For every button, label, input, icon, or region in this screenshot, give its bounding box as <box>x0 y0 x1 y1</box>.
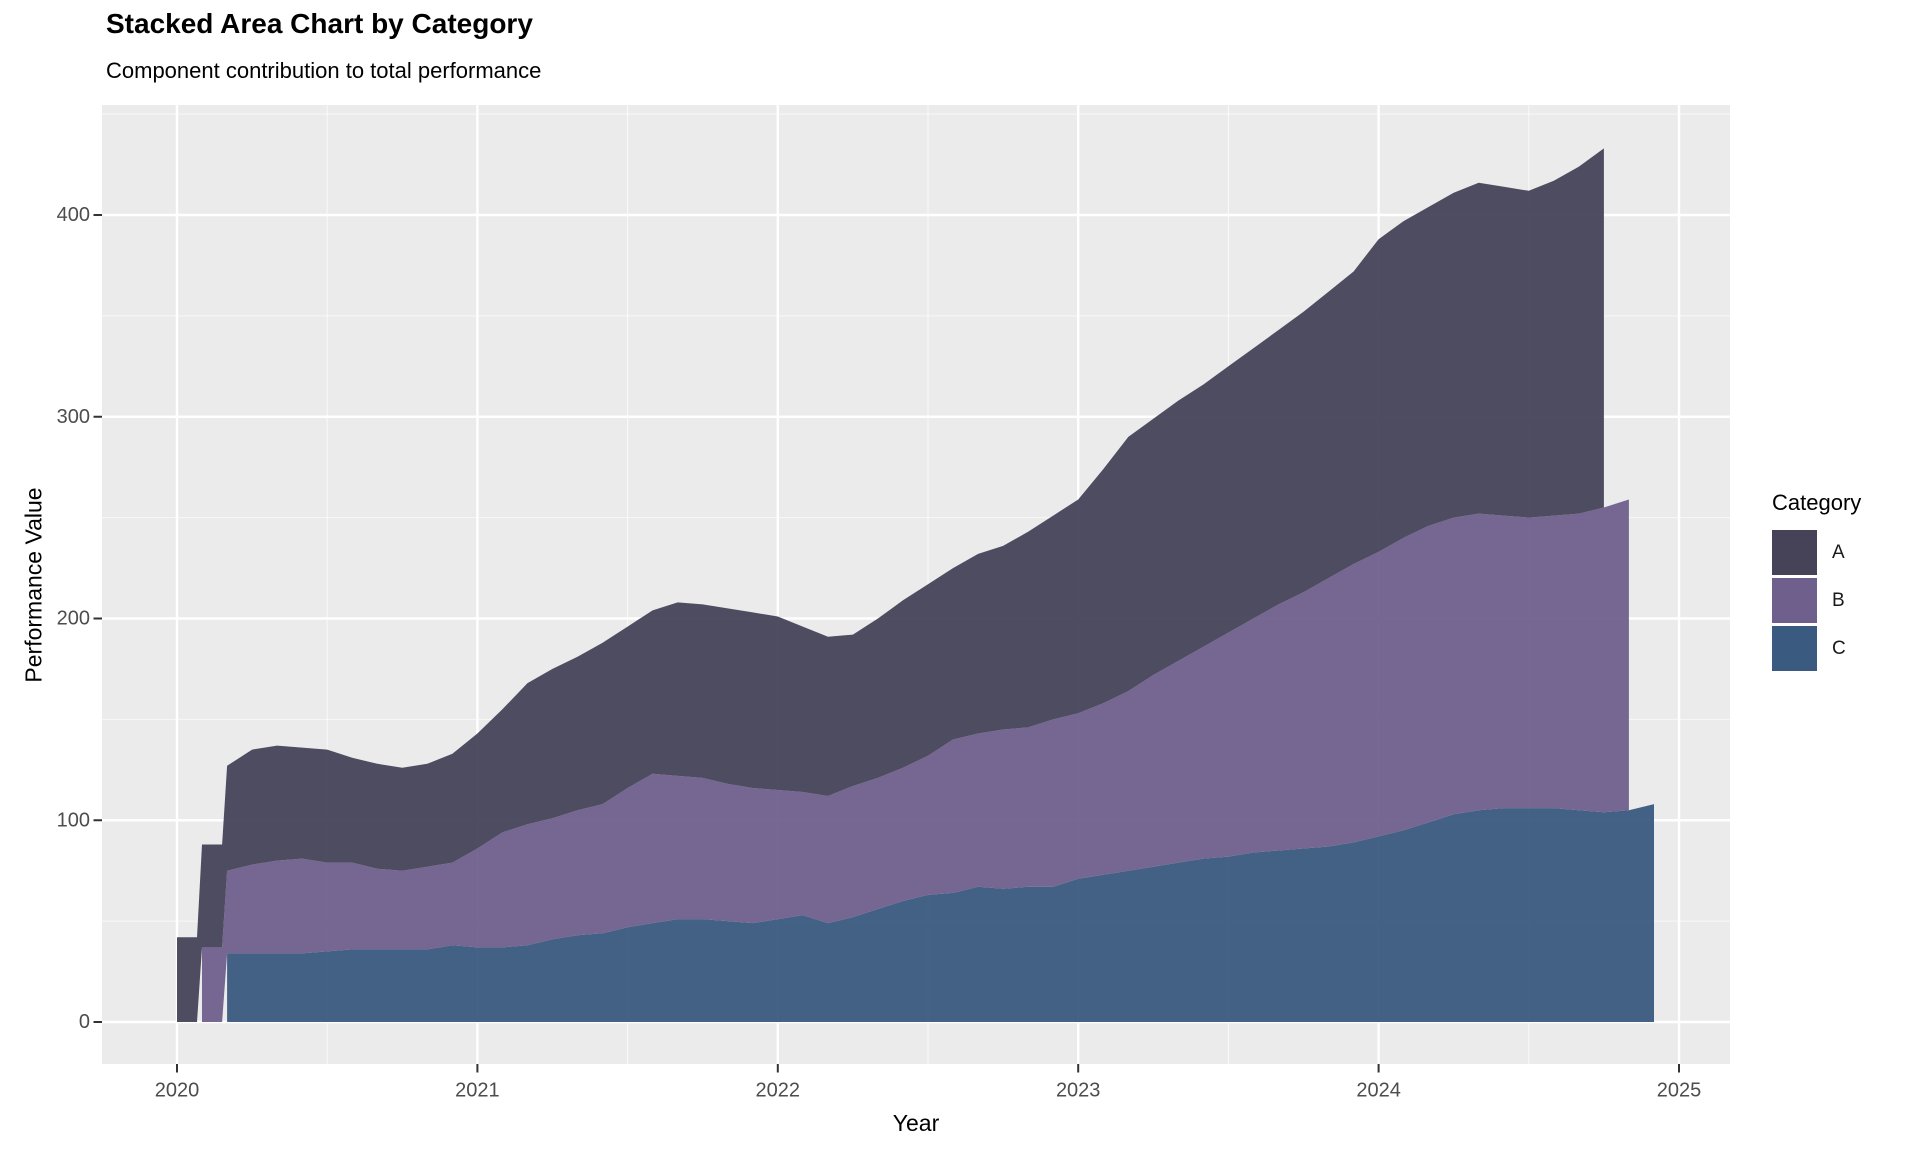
y-tick-label: 400 <box>57 204 90 226</box>
legend-label-a: A <box>1832 541 1845 563</box>
legend-item-a: A <box>1772 530 1861 575</box>
x-tick-label: 2025 <box>1657 1080 1702 1102</box>
legend-label-b: B <box>1832 589 1845 611</box>
y-tick-label: 100 <box>57 809 90 831</box>
y-tick-label: 0 <box>79 1011 90 1033</box>
area-series-c <box>227 804 1655 1022</box>
legend-swatch-c <box>1772 626 1817 671</box>
legend-title: Category <box>1772 490 1862 515</box>
x-tick-label: 2023 <box>1056 1080 1101 1102</box>
y-tick-label: 200 <box>57 608 90 630</box>
area-series-b <box>202 499 1629 1022</box>
legend-swatch-b <box>1772 578 1817 623</box>
legend: Category A B C <box>1772 490 1861 674</box>
legend-item-b: B <box>1772 578 1861 623</box>
legend-label-c: C <box>1832 637 1846 659</box>
x-tick-label: 2022 <box>756 1080 801 1102</box>
x-axis-title: Year <box>892 1110 940 1136</box>
chart-subtitle: Component contribution to total performa… <box>106 58 542 83</box>
y-axis-title: Performance Value <box>20 487 47 683</box>
x-tick-label: 2021 <box>455 1080 500 1102</box>
y-tick-label: 300 <box>57 406 90 428</box>
x-tick-label: 2024 <box>1356 1080 1401 1102</box>
legend-item-c: C <box>1772 626 1861 671</box>
legend-swatch-a <box>1772 530 1817 575</box>
x-tick-label: 2020 <box>155 1080 200 1102</box>
area-series-a <box>177 148 1604 1022</box>
chart-title: Stacked Area Chart by Category <box>106 8 533 39</box>
